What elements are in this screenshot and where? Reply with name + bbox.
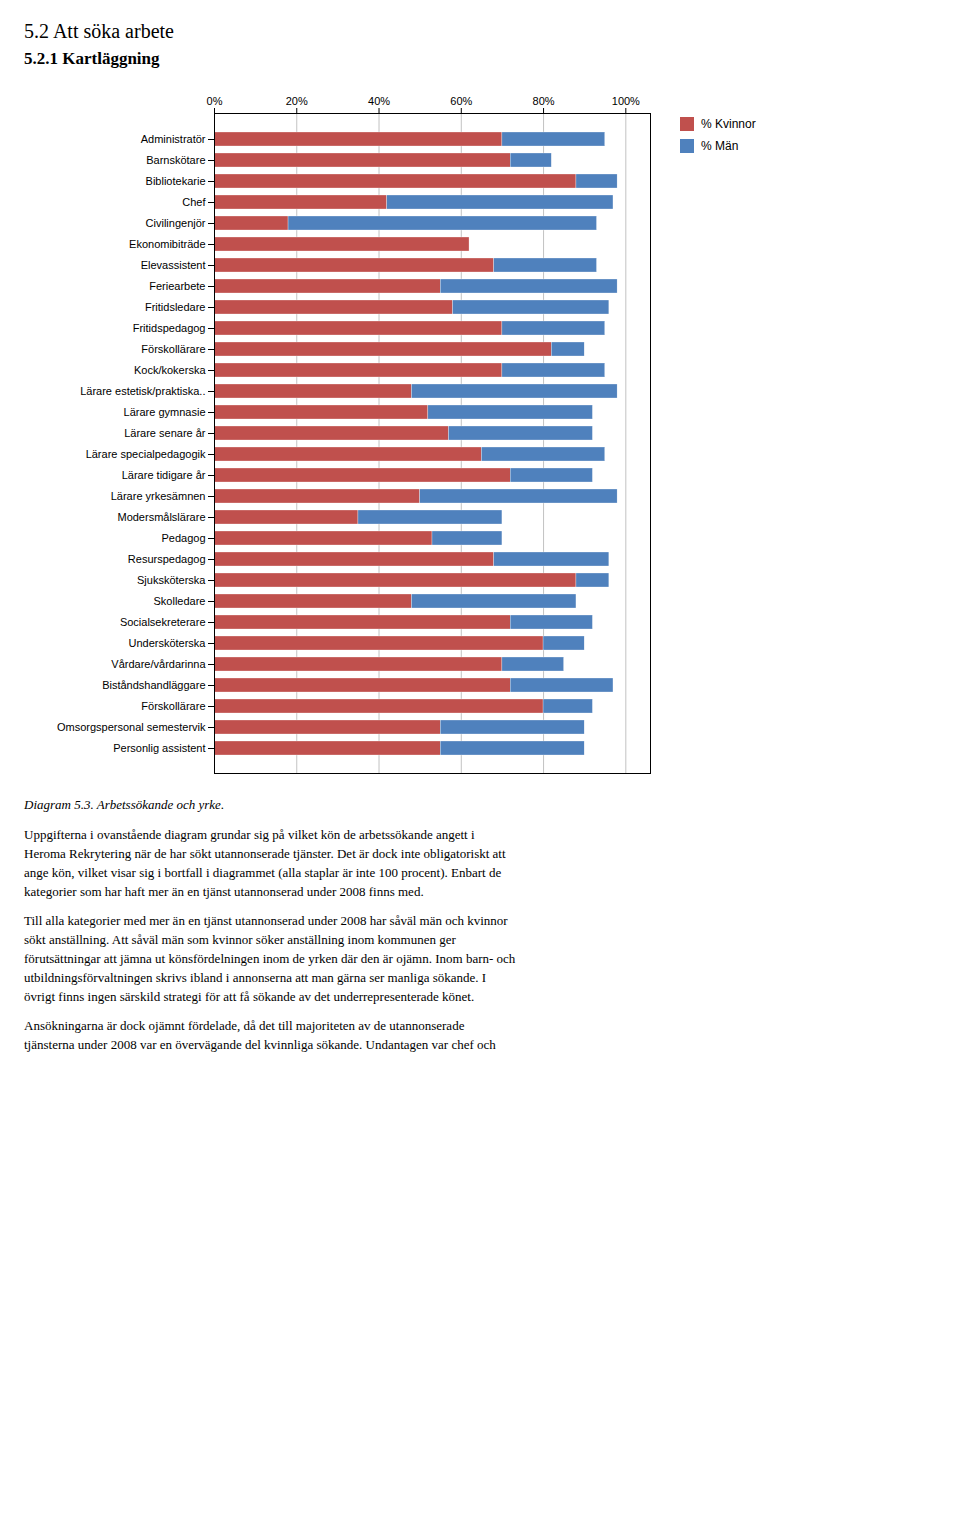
svg-text:20%: 20% xyxy=(286,95,308,107)
svg-text:60%: 60% xyxy=(450,95,472,107)
svg-text:Lärare tidigare år: Lärare tidigare år xyxy=(122,469,206,481)
svg-text:Fritidspedagog: Fritidspedagog xyxy=(133,322,206,334)
svg-text:Skolledare: Skolledare xyxy=(154,595,206,607)
svg-text:Lärare senare år: Lärare senare år xyxy=(124,427,206,439)
svg-text:Sjuksköterska: Sjuksköterska xyxy=(137,574,206,586)
html-text:övrigt finns ingen särskild st: övrigt finns ingen särskild strategi för… xyxy=(24,989,475,1004)
svg-text:Bibliotekarie: Bibliotekarie xyxy=(146,175,206,187)
html-text:Uppgifterna i ovanstående diag: Uppgifterna i ovanstående diagram grunda… xyxy=(24,827,475,842)
svg-text:Modersmålslärare: Modersmålslärare xyxy=(117,511,205,523)
svg-text:80%: 80% xyxy=(533,95,555,107)
svg-text:Elevassistent: Elevassistent xyxy=(141,259,206,271)
svg-text:Förskollärare: Förskollärare xyxy=(141,700,205,712)
html-text:% Män: % Män xyxy=(701,139,739,153)
html-text:Diagram 5.3. Arbetssökande och: Diagram 5.3. Arbetssökande och yrke. xyxy=(24,797,225,812)
html-text:Heroma Rekrytering när de har: Heroma Rekrytering när de har sökt utann… xyxy=(24,846,506,861)
svg-text:Lärare specialpedagogik: Lärare specialpedagogik xyxy=(86,448,206,460)
svg-text:0%: 0% xyxy=(207,95,223,107)
html-text:utbildningsförvaltningen skriv: utbildningsförvaltningen skrivs ibland i… xyxy=(24,970,487,985)
svg-text:Lärare yrkesämnen: Lärare yrkesämnen xyxy=(111,490,206,502)
svg-text:40%: 40% xyxy=(368,95,390,107)
svg-text:Ekonomibiträde: Ekonomibiträde xyxy=(129,238,205,250)
svg-text:Administratör: Administratör xyxy=(141,133,206,145)
svg-text:Socialsekreterare: Socialsekreterare xyxy=(120,616,206,628)
html-text:5.2.1 Kartläggning: 5.2.1 Kartläggning xyxy=(24,49,160,68)
svg-text:Barnskötare: Barnskötare xyxy=(146,154,205,166)
svg-text:Lärare estetisk/praktiska..: Lärare estetisk/praktiska.. xyxy=(80,385,205,397)
html-text:Till alla kategorier med mer ä: Till alla kategorier med mer än en tjäns… xyxy=(24,913,508,928)
svg-text:Fritidsledare: Fritidsledare xyxy=(145,301,206,313)
svg-text:Kock/kokerska: Kock/kokerska xyxy=(134,364,206,376)
svg-text:Feriearbete: Feriearbete xyxy=(149,280,205,292)
svg-text:Lärare gymnasie: Lärare gymnasie xyxy=(124,406,206,418)
svg-text:Personlig assistent: Personlig assistent xyxy=(113,742,205,754)
html-text:5.2 Att söka arbete: 5.2 Att söka arbete xyxy=(24,20,174,42)
html-text:tjänsterna under 2008 var en ö: tjänsterna under 2008 var en övervägande… xyxy=(24,1037,496,1052)
html-text:kategorier som har haft mer än: kategorier som har haft mer än en tjänst… xyxy=(24,884,424,899)
svg-text:Omsorgspersonal semestervik: Omsorgspersonal semestervik xyxy=(57,721,206,733)
svg-text:100%: 100% xyxy=(612,95,640,107)
html-text:% Kvinnor: % Kvinnor xyxy=(701,117,756,131)
svg-text:Resurspedagog: Resurspedagog xyxy=(128,553,206,565)
svg-text:Vårdare/vårdarinna: Vårdare/vårdarinna xyxy=(111,658,206,670)
html-text:Ansökningarna är dock ojämnt f: Ansökningarna är dock ojämnt fördelade, … xyxy=(24,1018,465,1033)
svg-text:Pedagog: Pedagog xyxy=(161,532,205,544)
svg-text:Civilingenjör: Civilingenjör xyxy=(146,217,206,229)
html-text:förutsättningar att jämna ut k: förutsättningar att jämna ut könsfördeln… xyxy=(24,951,516,966)
html-text:sökt anställning. Att såväl mä: sökt anställning. Att såväl män som kvin… xyxy=(24,932,456,947)
svg-text:Chef: Chef xyxy=(182,196,206,208)
svg-text:Biståndshandläggare: Biståndshandläggare xyxy=(102,679,205,691)
svg-text:Undersköterska: Undersköterska xyxy=(128,637,206,649)
svg-text:Förskollärare: Förskollärare xyxy=(141,343,205,355)
html-text:ange kön, vilket visar sig i b: ange kön, vilket visar sig i bortfall i … xyxy=(24,865,502,880)
